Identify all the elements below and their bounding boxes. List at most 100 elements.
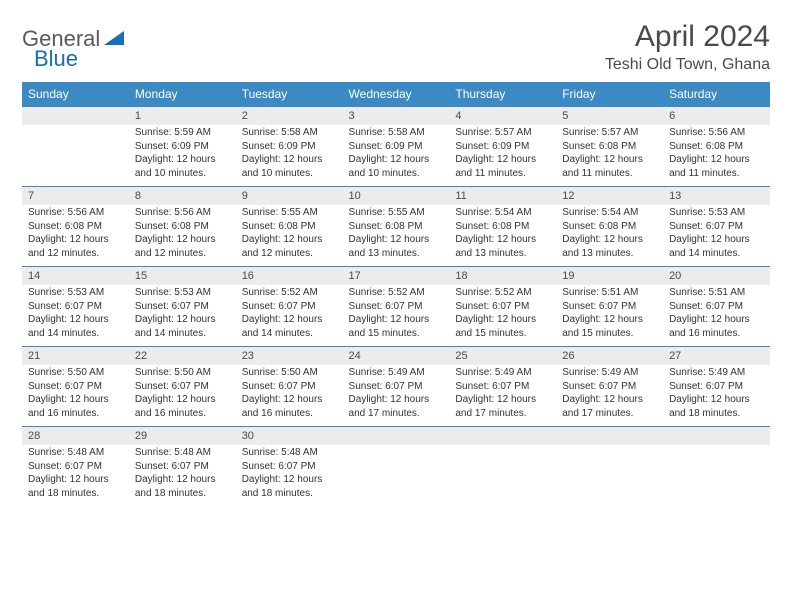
daylight-text-2: and 13 minutes. xyxy=(349,247,444,261)
day-number-cell xyxy=(663,427,770,446)
day-number-cell: 2 xyxy=(236,107,343,126)
sunrise-text: Sunrise: 5:52 AM xyxy=(455,286,550,300)
day-content-cell: Sunrise: 5:53 AMSunset: 6:07 PMDaylight:… xyxy=(129,285,236,347)
daylight-text-1: Daylight: 12 hours xyxy=(455,233,550,247)
weekday-header-row: Sunday Monday Tuesday Wednesday Thursday… xyxy=(22,82,770,107)
day-number-row: 21222324252627 xyxy=(22,347,770,366)
daylight-text-2: and 11 minutes. xyxy=(562,167,657,181)
day-number-cell: 25 xyxy=(449,347,556,366)
daylight-text-1: Daylight: 12 hours xyxy=(455,393,550,407)
sunset-text: Sunset: 6:08 PM xyxy=(669,140,764,154)
day-number-cell: 20 xyxy=(663,267,770,286)
daylight-text-1: Daylight: 12 hours xyxy=(28,233,123,247)
sunrise-text: Sunrise: 5:57 AM xyxy=(455,126,550,140)
sunrise-text: Sunrise: 5:50 AM xyxy=(242,366,337,380)
daylight-text-2: and 17 minutes. xyxy=(562,407,657,421)
day-content-cell: Sunrise: 5:52 AMSunset: 6:07 PMDaylight:… xyxy=(449,285,556,347)
sunrise-text: Sunrise: 5:56 AM xyxy=(28,206,123,220)
day-number-cell: 15 xyxy=(129,267,236,286)
day-content-cell: Sunrise: 5:57 AMSunset: 6:08 PMDaylight:… xyxy=(556,125,663,187)
day-content-cell xyxy=(556,445,663,506)
day-number-cell: 10 xyxy=(343,187,450,206)
sunrise-text: Sunrise: 5:56 AM xyxy=(135,206,230,220)
day-content-cell: Sunrise: 5:58 AMSunset: 6:09 PMDaylight:… xyxy=(236,125,343,187)
day-number-cell: 24 xyxy=(343,347,450,366)
day-number-cell: 12 xyxy=(556,187,663,206)
weekday-header: Thursday xyxy=(449,82,556,107)
day-content-row: Sunrise: 5:48 AMSunset: 6:07 PMDaylight:… xyxy=(22,445,770,506)
sunset-text: Sunset: 6:07 PM xyxy=(349,380,444,394)
day-number-cell: 26 xyxy=(556,347,663,366)
daylight-text-2: and 10 minutes. xyxy=(349,167,444,181)
sunset-text: Sunset: 6:07 PM xyxy=(669,300,764,314)
daylight-text-2: and 18 minutes. xyxy=(135,487,230,501)
day-number-cell xyxy=(343,427,450,446)
sunrise-text: Sunrise: 5:51 AM xyxy=(669,286,764,300)
sunrise-text: Sunrise: 5:55 AM xyxy=(242,206,337,220)
daylight-text-2: and 10 minutes. xyxy=(135,167,230,181)
day-number-cell: 21 xyxy=(22,347,129,366)
title-block: April 2024 Teshi Old Town, Ghana xyxy=(605,20,770,74)
day-content-cell: Sunrise: 5:49 AMSunset: 6:07 PMDaylight:… xyxy=(449,365,556,427)
sunrise-text: Sunrise: 5:49 AM xyxy=(349,366,444,380)
sunrise-text: Sunrise: 5:49 AM xyxy=(455,366,550,380)
daylight-text-2: and 12 minutes. xyxy=(28,247,123,261)
daylight-text-1: Daylight: 12 hours xyxy=(242,313,337,327)
sunrise-text: Sunrise: 5:48 AM xyxy=(242,446,337,460)
sunset-text: Sunset: 6:07 PM xyxy=(562,380,657,394)
daylight-text-1: Daylight: 12 hours xyxy=(135,313,230,327)
sunset-text: Sunset: 6:08 PM xyxy=(242,220,337,234)
sunrise-text: Sunrise: 5:56 AM xyxy=(669,126,764,140)
daylight-text-2: and 15 minutes. xyxy=(455,327,550,341)
sunrise-text: Sunrise: 5:48 AM xyxy=(135,446,230,460)
daylight-text-1: Daylight: 12 hours xyxy=(669,313,764,327)
day-content-cell: Sunrise: 5:49 AMSunset: 6:07 PMDaylight:… xyxy=(343,365,450,427)
weekday-header: Friday xyxy=(556,82,663,107)
daylight-text-1: Daylight: 12 hours xyxy=(562,313,657,327)
weekday-header: Saturday xyxy=(663,82,770,107)
day-content-row: Sunrise: 5:53 AMSunset: 6:07 PMDaylight:… xyxy=(22,285,770,347)
daylight-text-2: and 11 minutes. xyxy=(455,167,550,181)
page-header: General April 2024 Teshi Old Town, Ghana xyxy=(22,20,770,74)
day-content-cell: Sunrise: 5:52 AMSunset: 6:07 PMDaylight:… xyxy=(236,285,343,347)
day-content-cell: Sunrise: 5:52 AMSunset: 6:07 PMDaylight:… xyxy=(343,285,450,347)
sunset-text: Sunset: 6:07 PM xyxy=(455,300,550,314)
sunrise-text: Sunrise: 5:54 AM xyxy=(455,206,550,220)
day-number-cell: 6 xyxy=(663,107,770,126)
day-content-cell: Sunrise: 5:50 AMSunset: 6:07 PMDaylight:… xyxy=(22,365,129,427)
sunrise-text: Sunrise: 5:53 AM xyxy=(28,286,123,300)
logo-text-blue: Blue xyxy=(34,46,78,72)
daylight-text-1: Daylight: 12 hours xyxy=(562,393,657,407)
daylight-text-2: and 13 minutes. xyxy=(562,247,657,261)
sunset-text: Sunset: 6:07 PM xyxy=(242,380,337,394)
day-number-cell: 3 xyxy=(343,107,450,126)
sunrise-text: Sunrise: 5:54 AM xyxy=(562,206,657,220)
weekday-header: Sunday xyxy=(22,82,129,107)
daylight-text-2: and 15 minutes. xyxy=(349,327,444,341)
day-content-row: Sunrise: 5:59 AMSunset: 6:09 PMDaylight:… xyxy=(22,125,770,187)
daylight-text-1: Daylight: 12 hours xyxy=(28,473,123,487)
sunrise-text: Sunrise: 5:55 AM xyxy=(349,206,444,220)
day-number-cell: 9 xyxy=(236,187,343,206)
day-number-row: 78910111213 xyxy=(22,187,770,206)
sunset-text: Sunset: 6:07 PM xyxy=(135,380,230,394)
daylight-text-1: Daylight: 12 hours xyxy=(242,233,337,247)
day-number-cell: 4 xyxy=(449,107,556,126)
sunset-text: Sunset: 6:08 PM xyxy=(349,220,444,234)
day-number-row: 282930 xyxy=(22,427,770,446)
daylight-text-2: and 13 minutes. xyxy=(455,247,550,261)
daylight-text-1: Daylight: 12 hours xyxy=(242,393,337,407)
daylight-text-1: Daylight: 12 hours xyxy=(349,233,444,247)
day-number-cell: 19 xyxy=(556,267,663,286)
sunset-text: Sunset: 6:07 PM xyxy=(455,380,550,394)
daylight-text-1: Daylight: 12 hours xyxy=(349,153,444,167)
daylight-text-2: and 16 minutes. xyxy=(28,407,123,421)
day-content-cell: Sunrise: 5:54 AMSunset: 6:08 PMDaylight:… xyxy=(449,205,556,267)
sunset-text: Sunset: 6:09 PM xyxy=(349,140,444,154)
daylight-text-1: Daylight: 12 hours xyxy=(669,153,764,167)
sunset-text: Sunset: 6:09 PM xyxy=(242,140,337,154)
sunset-text: Sunset: 6:08 PM xyxy=(562,220,657,234)
sunrise-text: Sunrise: 5:49 AM xyxy=(562,366,657,380)
day-number-row: 14151617181920 xyxy=(22,267,770,286)
sunset-text: Sunset: 6:07 PM xyxy=(349,300,444,314)
